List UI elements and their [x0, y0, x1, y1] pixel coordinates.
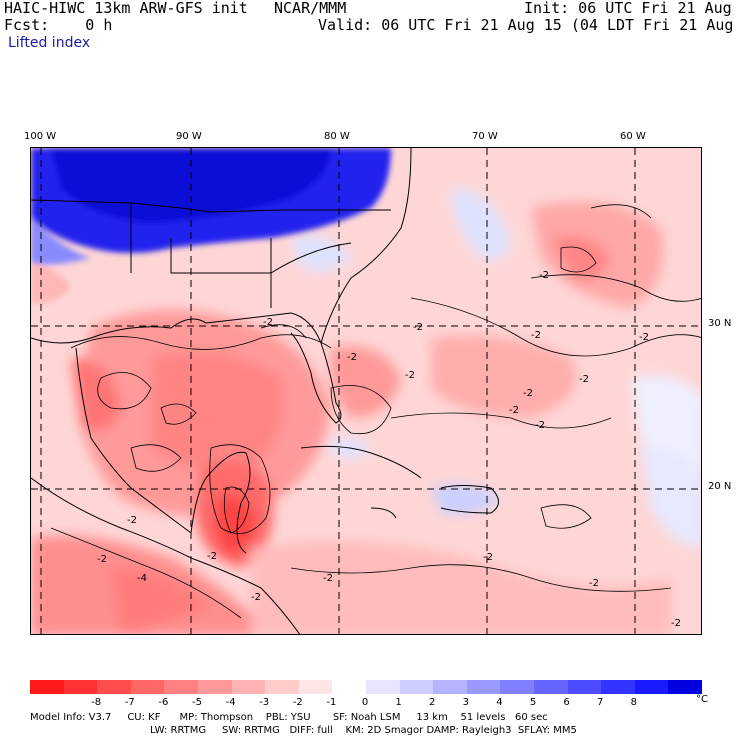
coastlines — [31, 148, 499, 634]
colorbar-swatch — [466, 680, 501, 694]
colorbar-tick-label: 4 — [496, 697, 503, 708]
colorbar-tick-label: -1 — [326, 697, 337, 708]
contour-label: -2 — [405, 370, 415, 381]
contour-label: -2 — [347, 352, 357, 363]
colorbar-tick-label: 8 — [630, 697, 637, 708]
colorbar-swatch — [668, 680, 702, 694]
contour-label: -2 — [509, 405, 519, 416]
model-info-line2: LW: RRTMG SW: RRTMG DIFF: full KM: 2D Sm… — [150, 725, 577, 736]
colorbar-tick-label: 5 — [529, 697, 537, 708]
colorbar-swatch — [332, 680, 366, 694]
lon-label-100w: 100 W — [24, 131, 57, 142]
contour-label: -2 — [251, 592, 261, 603]
contour-label: -2 — [535, 420, 545, 431]
colorbar-swatch — [298, 680, 333, 694]
lon-label-80w: 80 W — [324, 131, 350, 142]
colorbar-swatch — [164, 680, 198, 694]
colorbar-tick-label: 7 — [597, 697, 604, 708]
colorbar-swatch — [601, 680, 635, 694]
contour-label: -2 — [413, 322, 423, 333]
colorbar-swatch — [433, 680, 467, 694]
colorbar-tick-label: -5 — [192, 697, 202, 708]
colorbar-swatch — [365, 680, 400, 694]
model-title: HAIC-HIWC 13km ARW-GFS init — [4, 0, 248, 17]
contour-label: -2 — [127, 515, 137, 526]
contour-label: -2 — [671, 618, 681, 629]
lat-lon-grid — [31, 148, 701, 634]
map-canvas: -2 -2 -2 -2 -2 -2 -2 -2 -2 -2 -2 -2 -2 -… — [31, 148, 701, 634]
colorbar-tick-label: -4 — [225, 697, 236, 708]
contour-label: -2 — [207, 551, 217, 562]
colorbar-tick-label: -7 — [124, 697, 135, 708]
contour-label: -2 — [531, 330, 541, 341]
organization: NCAR/MMM — [274, 0, 347, 17]
colorbar-tick-label: 6 — [563, 697, 570, 708]
colorbar-tick-label: 2 — [429, 697, 436, 708]
contour-label: -4 — [137, 573, 147, 584]
lat-label-20n: 20 N — [708, 481, 732, 492]
colorbar — [30, 680, 702, 694]
colorbar-swatch — [197, 680, 232, 694]
lifted-index-map: -2 -2 -2 -2 -2 -2 -2 -2 -2 -2 -2 -2 -2 -… — [30, 147, 702, 635]
model-info-line1: Model Info: V3.7 CU: KF MP: Thompson PBL… — [30, 712, 548, 723]
colorbar-swatch — [130, 680, 165, 694]
contour-label: -2 — [263, 317, 273, 328]
colorbar-swatch — [97, 680, 131, 694]
colorbar-tick-label: -3 — [259, 697, 270, 708]
contour-label: -2 — [589, 578, 599, 589]
colorbar-tick-label: -2 — [292, 697, 303, 708]
colorbar-tick-label: 0 — [361, 697, 369, 708]
forecast-hour: Fcst: 0 h — [4, 16, 113, 34]
contour-label: -2 — [539, 270, 549, 281]
contour-label: -2 — [97, 554, 107, 565]
contour-label: -2 — [483, 552, 493, 563]
contour-label: -2 — [523, 388, 533, 399]
contour-label: -2 — [323, 573, 333, 584]
colorbar-swatch — [399, 680, 434, 694]
lat-label-30n: 30 N — [708, 318, 732, 329]
colorbar-swatch — [634, 680, 669, 694]
init-time: Init: 06 UTC Fri 21 Aug 15 — [524, 0, 740, 17]
colorbar-unit: °C — [696, 694, 708, 705]
colorbar-tick-label: -8 — [91, 697, 102, 708]
contour-label: -2 — [639, 332, 649, 343]
colorbar-swatch — [30, 680, 64, 694]
colorbar-swatch — [231, 680, 266, 694]
colorbar-tick-label: 1 — [395, 697, 402, 708]
colorbar-swatch — [533, 680, 568, 694]
colorbar-swatch — [63, 680, 98, 694]
field-name: Lifted index — [8, 35, 91, 51]
lon-label-60w: 60 W — [620, 131, 646, 142]
colorbar-swatch — [500, 680, 534, 694]
lon-label-70w: 70 W — [472, 131, 498, 142]
valid-time: Valid: 06 UTC Fri 21 Aug 15 (04 LDT Fri … — [318, 16, 740, 34]
colorbar-swatch — [567, 680, 602, 694]
colorbar-swatch — [265, 680, 299, 694]
contour-label: -2 — [579, 374, 589, 385]
lon-label-90w: 90 W — [176, 131, 202, 142]
colorbar-tick-label: 3 — [462, 697, 469, 708]
contour-label-group: -2 -2 -2 -2 -2 -2 -2 -2 -2 -2 -2 -2 -2 -… — [97, 270, 681, 629]
field-shading — [31, 188, 701, 634]
colorbar-tick-label: -6 — [158, 697, 169, 708]
